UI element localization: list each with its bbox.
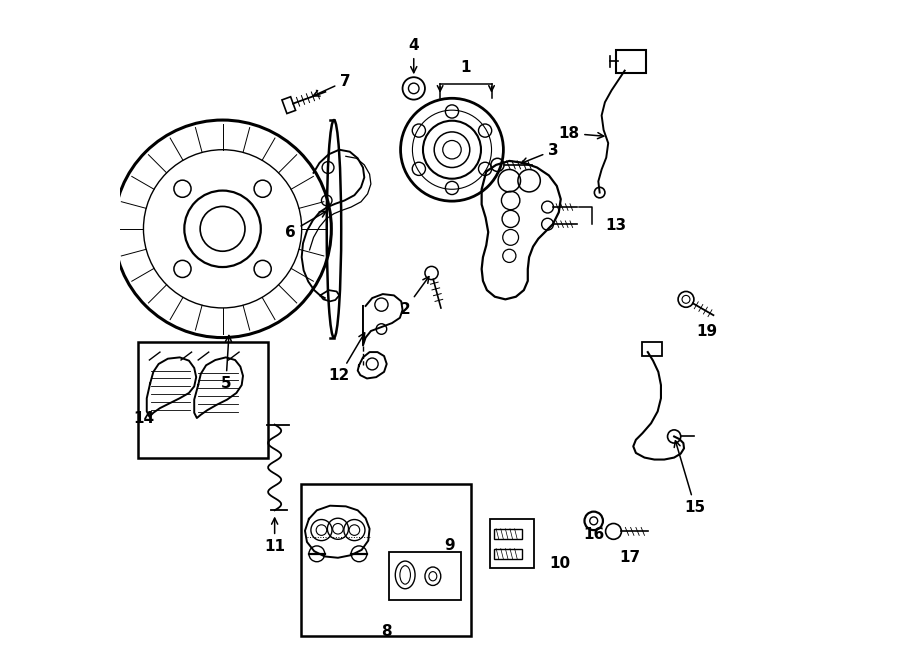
Text: 5: 5 [220,336,231,391]
Text: 2: 2 [400,277,429,316]
Text: 1: 1 [461,60,471,75]
Text: 11: 11 [264,518,285,554]
Bar [138,342,268,457]
Text: 4: 4 [409,38,419,73]
Bar [490,519,535,568]
Text: 17: 17 [619,550,641,565]
Text: 16: 16 [583,526,604,542]
Text: 18: 18 [558,126,604,141]
Bar [390,553,461,600]
Bar [494,549,522,559]
Text: 15: 15 [674,441,706,515]
Bar [301,484,471,636]
Text: 7: 7 [313,73,351,96]
Text: 12: 12 [328,333,364,383]
Text: 3: 3 [521,143,559,164]
Text: 10: 10 [549,555,570,571]
Text: 14: 14 [133,411,155,426]
Text: 9: 9 [445,538,455,553]
Text: 6: 6 [285,211,326,240]
Text: 13: 13 [605,218,626,233]
Text: 19: 19 [697,324,717,338]
Text: 8: 8 [381,624,392,639]
Bar [494,529,522,540]
